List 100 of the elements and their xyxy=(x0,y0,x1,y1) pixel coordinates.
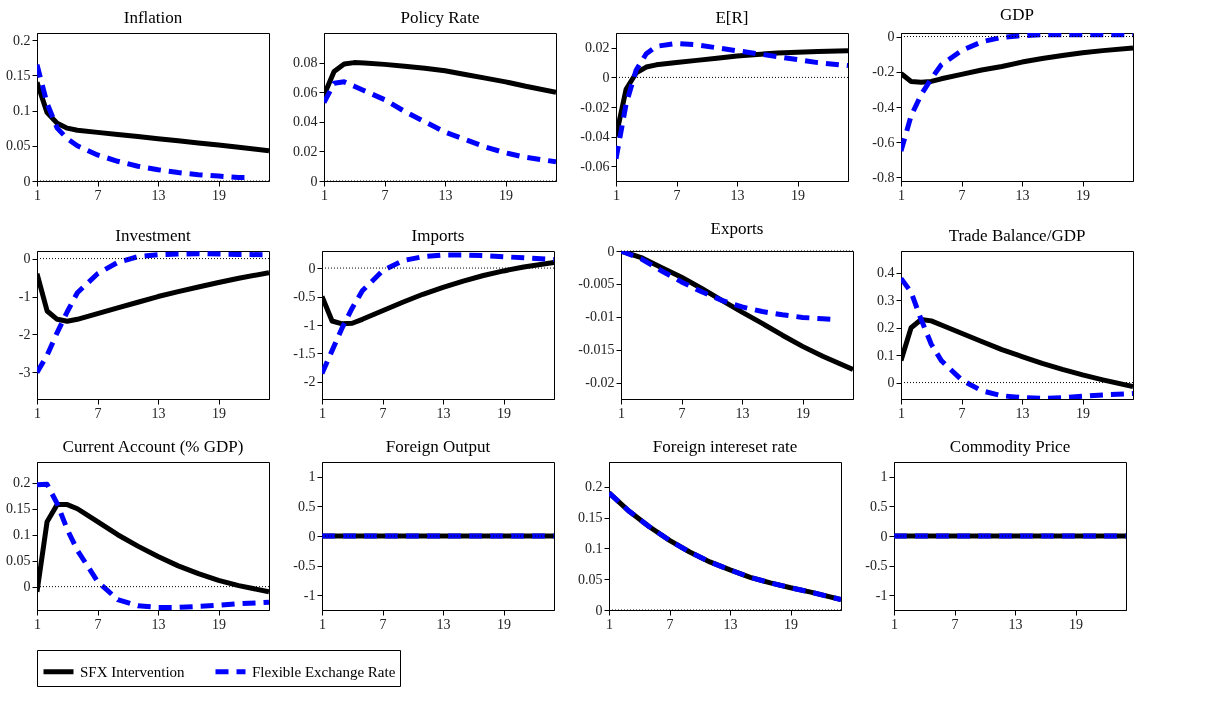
x-tick-label: 19 xyxy=(1076,405,1091,421)
y-tick-label: -3 xyxy=(18,364,31,380)
chart-title: Current Account (% GDP) xyxy=(62,437,244,456)
y-tick-label: 0 xyxy=(887,375,895,391)
chart-title: Foreign intereset rate xyxy=(652,437,798,456)
y-tick-label: 0 xyxy=(23,579,31,595)
y-tick-label: 0.2 xyxy=(13,475,31,491)
y-tick-label: -0.01 xyxy=(585,309,615,325)
x-tick-label: 13 xyxy=(436,405,451,421)
y-tick-label: -0.2 xyxy=(872,64,895,80)
y-tick-label: -2 xyxy=(18,326,31,342)
x-tick-label: 13 xyxy=(151,187,166,203)
y-tick-label: 0.02 xyxy=(585,40,610,56)
x-tick-label: 7 xyxy=(951,616,959,632)
y-tick-label: -1 xyxy=(303,587,316,603)
x-tick-label: 1 xyxy=(34,405,41,421)
x-tick-label: 1 xyxy=(34,616,41,632)
y-tick-label: 0.08 xyxy=(293,55,318,71)
legend-label: Flexible Exchange Rate xyxy=(252,663,396,680)
chart-title: Imports xyxy=(411,226,465,245)
y-tick-label: -0.6 xyxy=(872,134,895,150)
y-tick-label: 0.05 xyxy=(6,553,31,569)
x-tick-label: 1 xyxy=(618,405,625,421)
y-tick-label: -0.06 xyxy=(580,158,610,174)
y-tick-label: 0 xyxy=(23,173,31,189)
x-tick-label: 7 xyxy=(666,616,674,632)
x-tick-label: 7 xyxy=(678,405,686,421)
y-tick-label: -0.5 xyxy=(293,558,316,574)
y-tick-label: -0.02 xyxy=(580,99,610,115)
y-tick-label: 0 xyxy=(23,251,31,267)
y-tick-label: 0.02 xyxy=(293,143,318,159)
x-tick-label: 19 xyxy=(212,187,227,203)
x-tick-label: 7 xyxy=(94,405,102,421)
y-tick-label: -1 xyxy=(18,289,31,305)
x-tick-label: 7 xyxy=(94,187,102,203)
x-tick-label: 13 xyxy=(735,405,750,421)
x-tick-label: 13 xyxy=(723,616,738,632)
y-tick-label: -0.04 xyxy=(580,129,610,145)
y-tick-label: 0.2 xyxy=(13,32,31,48)
x-tick-label: 13 xyxy=(730,187,745,203)
x-tick-label: 19 xyxy=(1069,616,1084,632)
x-tick-label: 19 xyxy=(791,187,806,203)
x-tick-label: 13 xyxy=(1008,616,1023,632)
x-tick-label: 13 xyxy=(1015,187,1030,203)
y-tick-label: 0.1 xyxy=(877,347,895,363)
x-tick-label: 1 xyxy=(34,187,41,203)
x-tick-label: 13 xyxy=(436,616,451,632)
y-tick-label: -2 xyxy=(303,374,316,390)
chart-title: Foreign Output xyxy=(385,437,491,456)
x-tick-label: 1 xyxy=(321,187,328,203)
x-tick-label: 7 xyxy=(381,187,389,203)
x-tick-label: 7 xyxy=(94,616,102,632)
y-tick-label: 0.05 xyxy=(6,138,31,154)
y-tick-label: 0.06 xyxy=(293,84,318,100)
y-tick-label: -0.8 xyxy=(872,169,895,185)
y-tick-label: 1 xyxy=(880,469,888,485)
y-tick-label: 0.1 xyxy=(13,103,31,119)
y-tick-label: 0.1 xyxy=(585,540,603,556)
y-tick-label: 0 xyxy=(310,173,318,189)
y-tick-label: 0.04 xyxy=(293,114,318,130)
y-tick-label: -0.02 xyxy=(585,375,615,391)
y-tick-label: -1.5 xyxy=(293,345,316,361)
legend-label: SFX Intervention xyxy=(80,663,186,680)
x-tick-label: 19 xyxy=(497,405,512,421)
y-tick-label: 0.1 xyxy=(13,527,31,543)
x-tick-label: 7 xyxy=(379,616,387,632)
x-tick-label: 19 xyxy=(497,616,512,632)
x-tick-label: 13 xyxy=(1015,405,1030,421)
y-tick-label: -1 xyxy=(875,587,888,603)
y-tick-label: -0.015 xyxy=(578,342,615,358)
x-tick-label: 13 xyxy=(151,405,166,421)
y-tick-label: -1 xyxy=(303,317,316,333)
y-tick-label: 0.15 xyxy=(6,67,31,83)
y-tick-label: 0 xyxy=(880,528,888,544)
y-tick-label: 0.3 xyxy=(877,292,895,308)
y-tick-label: 0.5 xyxy=(298,498,316,514)
x-tick-label: 19 xyxy=(784,616,799,632)
y-tick-label: -0.005 xyxy=(578,276,615,292)
y-tick-label: 0.4 xyxy=(877,265,895,281)
chart-title: Trade Balance/GDP xyxy=(948,226,1086,245)
chart-title: Investment xyxy=(115,226,192,245)
y-tick-label: 0 xyxy=(308,260,316,276)
x-tick-label: 19 xyxy=(212,405,227,421)
x-tick-label: 7 xyxy=(673,187,681,203)
y-tick-label: 0 xyxy=(607,243,615,259)
y-tick-label: -0.5 xyxy=(865,558,888,574)
x-tick-label: 19 xyxy=(212,616,227,632)
y-tick-label: 0.2 xyxy=(585,479,603,495)
x-tick-label: 19 xyxy=(499,187,514,203)
chart-title: Inflation xyxy=(123,8,183,27)
x-tick-label: 1 xyxy=(898,187,905,203)
chart-title: Commodity Price xyxy=(949,437,1071,456)
x-tick-label: 13 xyxy=(438,187,453,203)
y-tick-label: 0.15 xyxy=(578,510,603,525)
chart-title: Exports xyxy=(710,219,764,238)
y-tick-label: 0 xyxy=(887,29,895,45)
y-tick-label: 0.2 xyxy=(877,320,895,336)
y-tick-label: 0.05 xyxy=(578,571,603,587)
y-tick-label: 0.5 xyxy=(870,498,888,514)
chart-title: GDP xyxy=(999,4,1035,24)
